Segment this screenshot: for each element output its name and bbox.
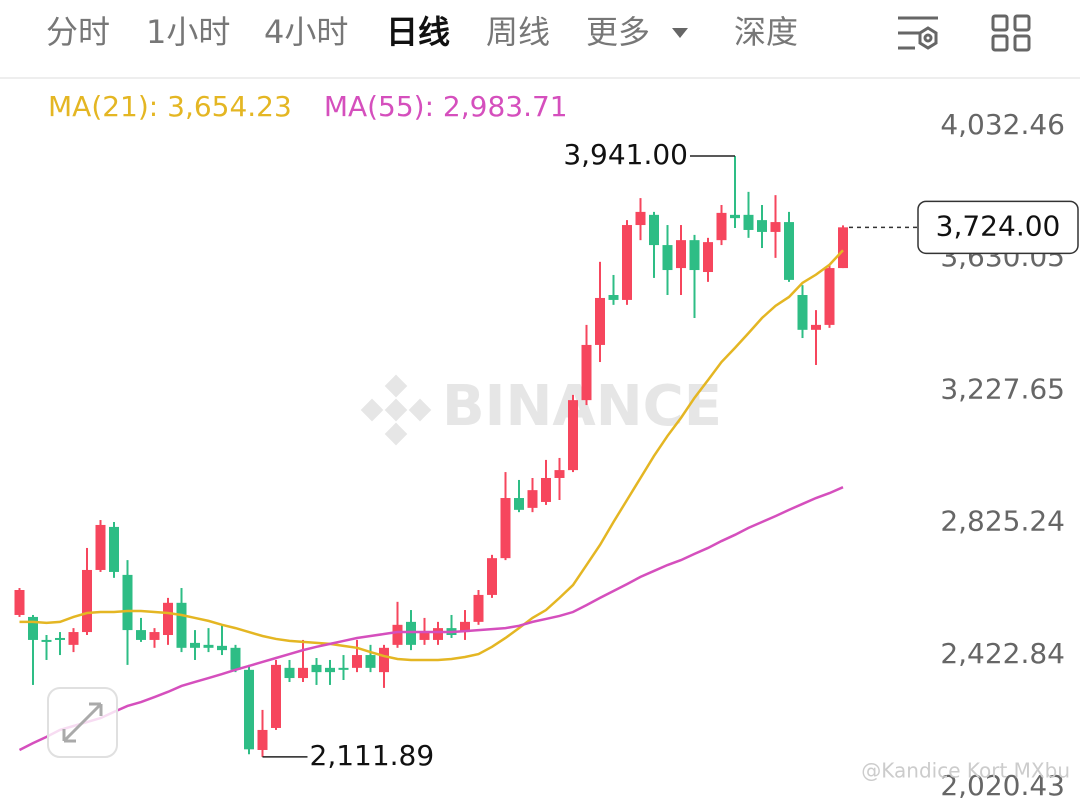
candle-body <box>365 655 376 668</box>
candle-body <box>433 628 443 640</box>
legend-entry: MA(55): 2,983.71 <box>324 90 568 123</box>
y-tick-label: 4,032.46 <box>940 108 1065 141</box>
candle-body <box>797 295 808 330</box>
candle-body <box>838 227 848 269</box>
candle-body <box>352 655 362 668</box>
candle-body <box>568 400 578 471</box>
candle-body <box>473 594 484 622</box>
annotation-label: 2,111.89 <box>310 739 435 772</box>
candle-body <box>419 632 430 640</box>
tab[interactable]: 日线 <box>386 13 450 51</box>
y-tick-label: 2,020.43 <box>940 769 1065 799</box>
candle-body <box>703 242 713 273</box>
candle-body <box>203 644 214 648</box>
candle-body <box>244 669 254 750</box>
candle-body <box>649 214 659 246</box>
dropdown-arrow[interactable] <box>672 28 688 38</box>
candle-body <box>689 240 700 271</box>
candle-body <box>541 477 551 502</box>
expand-button[interactable] <box>47 687 118 758</box>
candle-body <box>190 642 200 648</box>
candle-body <box>824 268 835 325</box>
candle-body <box>757 220 767 232</box>
last-price-box <box>917 200 1079 255</box>
tab[interactable]: 1小时 <box>146 13 230 51</box>
candle-body <box>41 639 52 642</box>
last-price-label: 3,724.00 <box>936 209 1061 242</box>
layout-icon[interactable] <box>991 14 1031 52</box>
candle-body <box>487 558 497 595</box>
candle-body <box>770 222 781 232</box>
candle-body <box>635 211 646 226</box>
candle-body <box>95 524 106 570</box>
tab[interactable]: 周线 <box>486 13 550 51</box>
tab[interactable]: 更多 <box>586 13 650 51</box>
candle-body <box>28 616 38 640</box>
y-tick-label: 2,422.84 <box>940 637 1065 670</box>
candle-body <box>676 240 686 269</box>
candle-body <box>55 637 65 640</box>
candle-body <box>82 569 92 633</box>
candle-body <box>163 602 173 636</box>
candle-body <box>460 621 470 633</box>
candle-body <box>554 470 565 478</box>
user-watermark: @Kandice Kort MXbu <box>861 759 1070 783</box>
candle-body <box>14 590 25 615</box>
indicator-icon[interactable] <box>898 16 938 50</box>
candle-body <box>298 667 308 679</box>
candle-body <box>176 602 187 648</box>
annotation-label: 3,941.00 <box>563 138 688 171</box>
candle-body <box>230 647 241 670</box>
candle-body <box>149 632 160 640</box>
candle-body <box>743 214 754 230</box>
candle-body <box>608 295 619 300</box>
candle-body <box>406 621 416 645</box>
candle-body <box>716 212 727 241</box>
candle-body <box>325 667 335 673</box>
candle-body <box>217 645 227 651</box>
candle-body <box>514 498 524 510</box>
ma-line <box>18 486 844 752</box>
candle-body <box>784 222 794 280</box>
candle-body <box>500 498 511 559</box>
candle-body <box>338 667 349 670</box>
candle-body <box>68 632 79 645</box>
candle-body <box>109 526 119 572</box>
legend-entry: MA(21): 3,654.23 <box>48 90 292 123</box>
candle-body <box>136 630 146 640</box>
candle-body <box>811 324 821 330</box>
candle-body <box>284 667 295 679</box>
tab[interactable]: 深度 <box>734 13 798 51</box>
candle-body <box>527 490 538 508</box>
watermark-logo <box>360 374 432 446</box>
tab[interactable]: 分时 <box>46 13 110 51</box>
candle-body <box>662 245 673 271</box>
y-tick-label: 3,227.65 <box>940 372 1065 405</box>
candle-body <box>122 574 133 631</box>
y-tick-label: 2,825.24 <box>940 505 1065 538</box>
candle-body <box>257 729 268 750</box>
candle-body <box>311 664 322 673</box>
candle-body <box>271 664 281 728</box>
ma-line <box>19 249 844 662</box>
candle-body <box>730 214 740 219</box>
candle-body <box>581 344 592 401</box>
candle-body <box>379 647 389 673</box>
tab[interactable]: 4小时 <box>264 13 348 51</box>
candle-body <box>622 225 632 300</box>
candle-body <box>595 297 605 345</box>
candle-body <box>392 624 403 645</box>
